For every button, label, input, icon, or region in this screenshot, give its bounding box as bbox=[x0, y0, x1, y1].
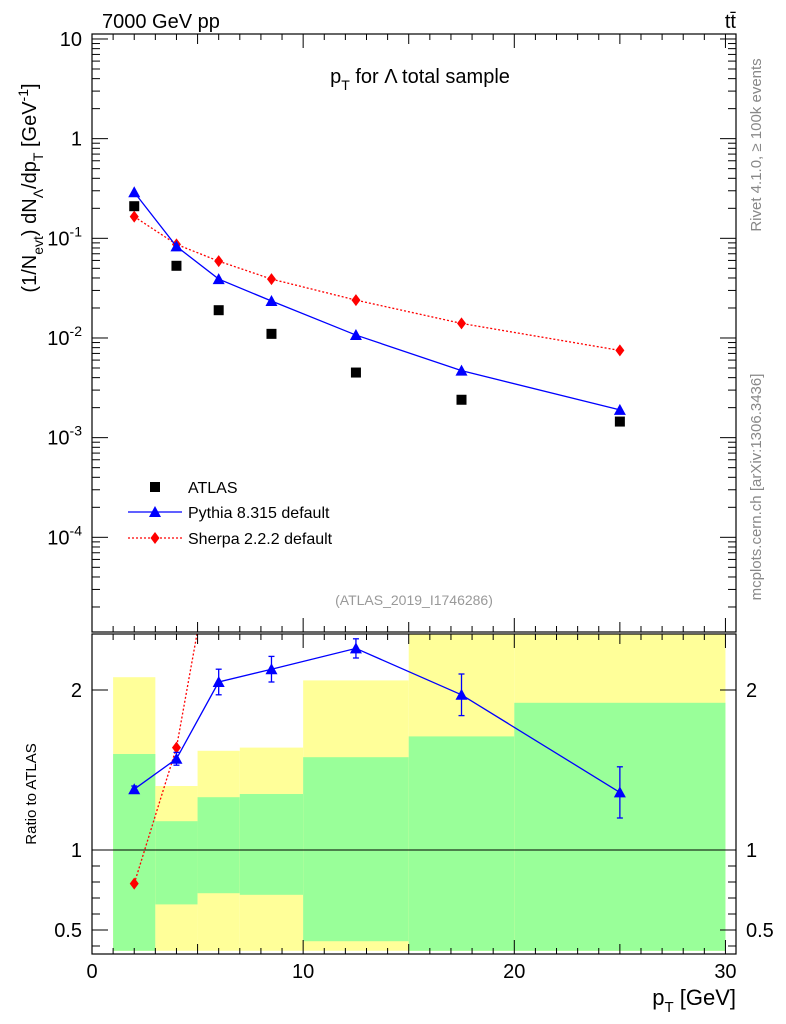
sherpa-point-3 bbox=[266, 273, 276, 286]
x-tick-label: 20 bbox=[503, 961, 525, 983]
y-tick-label-top: 10-4 bbox=[47, 522, 82, 549]
analysis-label: (ATLAS_2019_I1746286) bbox=[335, 592, 493, 608]
pythia-ratio-point-4 bbox=[349, 642, 362, 654]
axes: 0 10 20 30 10 1 10-1 10-2 10-3 10-4 0.5 0.5 1 1 2 2 bbox=[47, 29, 774, 983]
ratio-series bbox=[92, 156, 736, 890]
pythia-point-6 bbox=[613, 403, 626, 415]
y-tick-label-top: 10-3 bbox=[47, 423, 82, 450]
pythia-point-1 bbox=[170, 240, 183, 252]
ratio-bands bbox=[113, 634, 726, 951]
top-frame bbox=[91, 33, 737, 633]
sherpa-point-2 bbox=[214, 255, 224, 268]
sherpa-point-0 bbox=[129, 210, 139, 223]
x-axis-title: pT [GeV] bbox=[652, 985, 736, 1016]
atlas-point-3 bbox=[266, 328, 277, 339]
y-tick-label-top: 10-1 bbox=[47, 223, 82, 250]
sherpa-point-5 bbox=[457, 317, 467, 330]
y-axis-title-ratio: Ratio to ATLAS bbox=[23, 743, 40, 844]
y-tick-label-top: 1 bbox=[71, 129, 82, 151]
pythia-ratio-point-0 bbox=[128, 783, 141, 795]
pythia-point-4 bbox=[349, 329, 362, 341]
sherpa-ratio-point-1 bbox=[171, 741, 181, 754]
y-axis-title-top: (1/Nevt) dNΛ/dpT [GeV-1] bbox=[15, 83, 46, 292]
x-tick-label: 10 bbox=[292, 961, 314, 983]
mcplots-label: mcplots.cern.ch [arXiv:1306.3436] bbox=[748, 374, 765, 601]
pythia-ratio-point-1 bbox=[170, 752, 183, 764]
pythia-point-3 bbox=[265, 295, 278, 307]
band-inner-2 bbox=[197, 797, 240, 894]
pythia-point-5 bbox=[455, 364, 468, 376]
legend-atlas-marker bbox=[150, 482, 160, 492]
pythia-line bbox=[133, 191, 621, 411]
top-series bbox=[128, 186, 626, 427]
atlas-point-2 bbox=[213, 305, 224, 316]
y-tick-label-ratio-left: 1 bbox=[71, 840, 82, 862]
atlas-point-1 bbox=[171, 260, 182, 271]
sherpa-point-4 bbox=[351, 294, 361, 307]
atlas-point-5 bbox=[456, 394, 467, 405]
y-tick-label-ratio-right: 1 bbox=[746, 840, 757, 862]
pythia-ratio-point-2 bbox=[212, 676, 225, 687]
legend: ATLAS Pythia 8.315 default Sherpa 2.2.2 de… bbox=[128, 480, 333, 548]
pythia-point-2 bbox=[212, 273, 225, 285]
y-tick-label-ratio-right: 0.5 bbox=[746, 920, 774, 942]
sherpa-ratio-point-4 bbox=[351, 156, 360, 168]
legend-label-1: Pythia 8.315 default bbox=[188, 505, 330, 522]
y-tick-label-top: 10-2 bbox=[47, 323, 82, 350]
pythia-ratio-point-3 bbox=[265, 663, 278, 675]
pythia-point-0 bbox=[128, 186, 141, 198]
legend-sherpa-marker bbox=[150, 532, 160, 544]
plot-title: pT for Λ total sample bbox=[330, 66, 510, 93]
band-inner-1 bbox=[155, 821, 198, 905]
sherpa-point-6 bbox=[615, 344, 625, 357]
sherpa-ratio-point-3 bbox=[267, 444, 276, 456]
band-inner-5 bbox=[408, 736, 515, 951]
legend-label-2: Sherpa 2.2.2 default bbox=[188, 531, 333, 548]
rivet-label: Rivet 4.1.0, ≥ 100k events bbox=[748, 58, 765, 231]
band-inner-3 bbox=[239, 794, 304, 895]
energy-label: 7000 GeV pp bbox=[102, 11, 220, 33]
band-inner-6 bbox=[514, 702, 726, 951]
sherpa-line bbox=[133, 216, 620, 352]
sherpa-ratio-point-0 bbox=[129, 877, 139, 890]
x-tick-label: 30 bbox=[714, 961, 736, 983]
atlas-point-4 bbox=[350, 367, 361, 378]
band-inner-4 bbox=[303, 757, 409, 942]
atlas-point-0 bbox=[129, 201, 140, 212]
y-tick-label-ratio-left: 2 bbox=[71, 680, 82, 702]
pythia-ratio-point-6 bbox=[613, 786, 626, 798]
atlas-point-6 bbox=[614, 416, 625, 427]
process-label: tt̄ bbox=[725, 11, 737, 33]
pythia-ratio-point-5 bbox=[455, 688, 468, 700]
ratio-frame bbox=[91, 633, 737, 955]
y-tick-label-top: 10 bbox=[60, 29, 82, 51]
x-tick-label: 0 bbox=[86, 961, 97, 983]
y-tick-label-ratio-right: 2 bbox=[746, 680, 757, 702]
y-tick-label-ratio-left: 0.5 bbox=[54, 920, 82, 942]
legend-pythia-marker bbox=[149, 506, 161, 517]
sherpa-ratio-point-6 bbox=[615, 172, 624, 184]
legend-label-0: ATLAS bbox=[188, 480, 238, 497]
